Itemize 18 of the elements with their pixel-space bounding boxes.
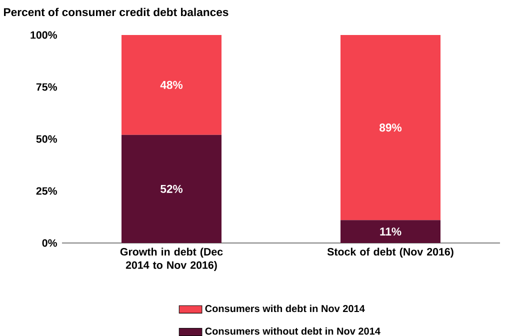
legend-label: Consumers without debt in Nov 2014 xyxy=(205,327,380,335)
data-label: 11% xyxy=(380,228,402,236)
bar xyxy=(340,220,441,243)
y-tick-label: 0% xyxy=(42,239,58,247)
y-tick-label: 100% xyxy=(30,31,58,39)
bar xyxy=(340,35,441,220)
data-label: 52% xyxy=(160,184,183,193)
y-tick-label: 50% xyxy=(36,135,58,143)
y-tick-label: 75% xyxy=(36,83,58,91)
x-tick-label: Growth in debt (Dec 2014 to Nov 2016) xyxy=(120,248,223,271)
data-label: 48% xyxy=(160,80,183,89)
data-label: 89% xyxy=(380,124,402,132)
bar xyxy=(122,134,222,243)
chart-title: Percent of consumer credit debt balances xyxy=(4,8,228,16)
bar xyxy=(122,35,222,135)
legend-label: Consumers with debt in Nov 2014 xyxy=(205,304,365,312)
x-tick-label: Stock of debt (Nov 2016) xyxy=(327,248,454,258)
y-tick-label: 25% xyxy=(36,187,58,195)
